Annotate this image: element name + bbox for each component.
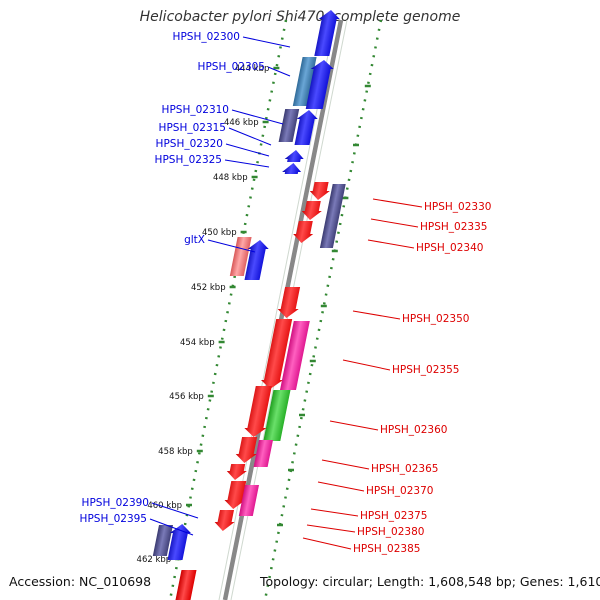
gene-block-02300 <box>314 10 340 56</box>
kbp-tick-label: 446 kbp <box>224 118 259 128</box>
left-leader-line <box>151 502 199 519</box>
right-leader-line <box>321 459 370 470</box>
right-leader-line <box>352 310 401 320</box>
right-leader-line <box>342 359 391 371</box>
kbp-tick-label: 458 kbp <box>158 447 193 457</box>
gene-block-02315 <box>294 110 318 145</box>
gene-block-02355b <box>279 321 310 390</box>
gene-label: HPSH_02300 <box>173 31 240 43</box>
kbp-ticks: 444 kbp 446 kbp 448 kbp 450 kbp 452 kbp 454 k… <box>137 64 371 565</box>
label-leader-lines <box>149 36 423 550</box>
gene-block-02360b <box>244 386 272 437</box>
accession-text: Accession: NC_010698 <box>9 574 152 589</box>
gene-label: HPSH_02375 <box>360 510 427 522</box>
right-leader-line <box>306 524 356 533</box>
gene-label: HPSH_02310 <box>162 104 229 116</box>
right-leader-line <box>310 508 359 517</box>
left-leader-line <box>224 159 270 168</box>
gene-block-02375b <box>238 485 259 516</box>
gene-block-02340 <box>293 221 314 243</box>
gene-block-02355 <box>260 319 293 389</box>
left-leader-line <box>207 239 256 253</box>
gene-label: HPSH_02360 <box>380 424 447 436</box>
gene-block-02365 <box>235 437 258 463</box>
gene-block-02320 <box>284 150 304 162</box>
kbp-tick-label: 462 kbp <box>137 555 172 565</box>
left-leader-line <box>225 143 270 157</box>
gene-block-02305b <box>305 60 334 109</box>
kbp-tick-label: 450 kbp <box>202 228 237 238</box>
gene-label: HPSH_02365 <box>371 463 438 475</box>
gene-block-bottom <box>175 570 197 600</box>
gene-block-02370 <box>226 464 247 480</box>
gene-label: HPSH_02395 <box>80 513 147 525</box>
left-leader-line <box>228 127 272 146</box>
gene-label: HPSH_02355 <box>392 364 459 376</box>
gene-label: HPSH_02390 <box>82 497 149 509</box>
gene-block-02350 <box>277 287 301 318</box>
gene-block-02330 <box>309 182 330 200</box>
right-leader-line <box>372 198 423 208</box>
right-leader-line <box>317 481 365 492</box>
left-leader-line <box>242 36 291 48</box>
gene-block-02380 <box>214 510 235 531</box>
gene-features <box>152 10 346 600</box>
gene-label: HPSH_02305 <box>198 61 265 73</box>
gene-block-02395 <box>167 524 191 560</box>
gene-block-02365b <box>253 440 273 467</box>
gene-label: HPSH_02320 <box>156 138 223 150</box>
gene-label: HPSH_02330 <box>424 201 491 213</box>
left-leader-line <box>149 518 194 536</box>
gene-labels: HPSH_02300 HPSH_02305 HPSH_02310 HPSH_02315… <box>80 31 492 555</box>
kbp-tick-label: 454 kbp <box>180 338 215 348</box>
gene-block-02360 <box>263 390 291 441</box>
gene-block-02325 <box>282 163 302 174</box>
gene-label: HPSH_02325 <box>155 154 222 166</box>
right-leader-line <box>370 218 419 228</box>
gene-label: gltX <box>184 234 205 246</box>
gene-block-gltX <box>229 237 252 276</box>
gene-block-02375 <box>224 481 247 509</box>
gene-label: HPSH_02340 <box>416 242 483 254</box>
kbp-tick-label: 444 kbp <box>235 64 270 74</box>
right-leader-line <box>329 420 379 431</box>
left-leader-line <box>231 109 284 125</box>
gene-label: HPSH_02315 <box>159 122 226 134</box>
gene-block-02310 <box>278 109 300 142</box>
right-leader-line <box>367 239 415 249</box>
gene-block-gltX-b <box>244 240 269 280</box>
gene-label: HPSH_02350 <box>402 313 469 325</box>
kbp-tick-label: 456 kbp <box>169 392 204 402</box>
topology-text: Topology: circular; Length: 1,608,548 bp… <box>260 574 600 589</box>
gene-block-02335 <box>319 184 346 248</box>
gene-block-02305 <box>292 57 317 106</box>
right-leader-line <box>302 537 352 550</box>
gene-label: HPSH_02380 <box>357 526 424 538</box>
kbp-tick-label: 452 kbp <box>191 283 226 293</box>
gene-label: HPSH_02370 <box>366 485 433 497</box>
gene-label: HPSH_02335 <box>420 221 487 233</box>
gene-block-02335b <box>301 201 322 220</box>
gene-block-02390 <box>152 525 173 556</box>
gene-label: HPSH_02385 <box>353 543 420 555</box>
kbp-tick-label: 448 kbp <box>213 173 248 183</box>
left-leader-line <box>267 66 291 77</box>
kbp-tick-label: 460 kbp <box>147 501 182 511</box>
